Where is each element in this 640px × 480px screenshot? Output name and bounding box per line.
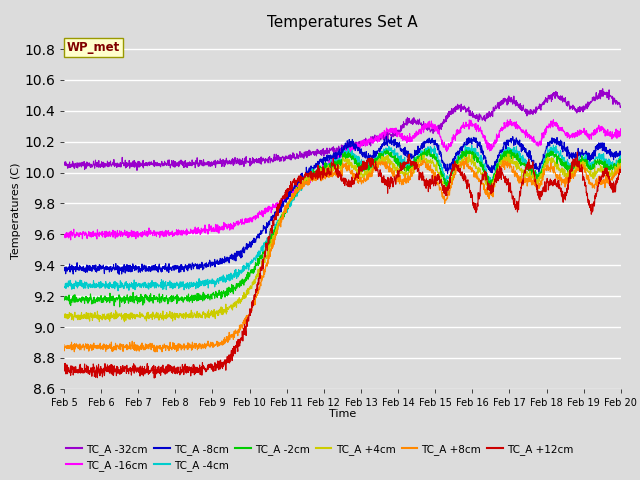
Title: Temperatures Set A: Temperatures Set A xyxy=(267,15,418,30)
Text: WP_met: WP_met xyxy=(67,41,120,54)
Y-axis label: Temperatures (C): Temperatures (C) xyxy=(12,163,21,260)
Legend: TC_A -32cm, TC_A -16cm, TC_A -8cm, TC_A -4cm, TC_A -2cm, TC_A +4cm, TC_A +8cm, T: TC_A -32cm, TC_A -16cm, TC_A -8cm, TC_A … xyxy=(62,439,578,475)
X-axis label: Time: Time xyxy=(329,409,356,419)
